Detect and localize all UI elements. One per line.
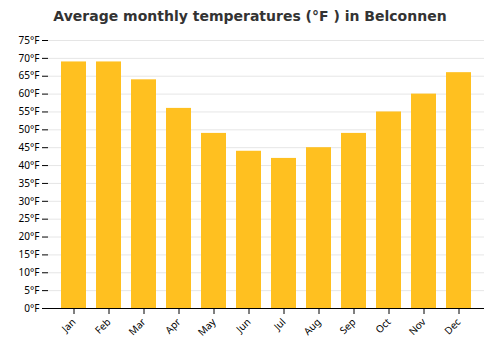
svg-text:15°F: 15°F [19,247,40,261]
svg-text:Apr: Apr [162,315,184,337]
svg-text:70°F: 70°F [19,51,40,65]
svg-text:0°F: 0°F [24,301,39,315]
svg-text:Dec: Dec [441,315,464,338]
svg-text:55°F: 55°F [19,104,40,118]
svg-text:Oct: Oct [372,315,394,337]
svg-text:65°F: 65°F [19,68,40,82]
svg-text:35°F: 35°F [19,176,40,190]
svg-text:30°F: 30°F [19,194,40,208]
svg-text:25°F: 25°F [19,211,40,225]
svg-text:Nov: Nov [405,314,429,338]
svg-text:50°F: 50°F [19,122,40,136]
svg-text:20°F: 20°F [19,229,40,243]
svg-text:Aug: Aug [300,315,323,338]
svg-text:Jan: Jan [58,315,79,336]
svg-text:60°F: 60°F [19,86,40,100]
svg-text:40°F: 40°F [19,158,40,172]
svg-text:Jul: Jul [270,315,289,334]
svg-text:5°F: 5°F [24,283,39,297]
svg-text:Mar: Mar [125,315,148,338]
svg-text:Jun: Jun [232,315,253,336]
svg-text:Sep: Sep [336,315,358,337]
svg-text:May: May [194,314,219,339]
svg-text:Feb: Feb [91,315,113,337]
svg-text:10°F: 10°F [19,265,40,279]
html-text:Average monthly temperatures (: Average monthly temperatures (°F ) in Be… [53,8,447,24]
svg-text:45°F: 45°F [19,140,40,154]
svg-text:75°F: 75°F [19,33,40,47]
